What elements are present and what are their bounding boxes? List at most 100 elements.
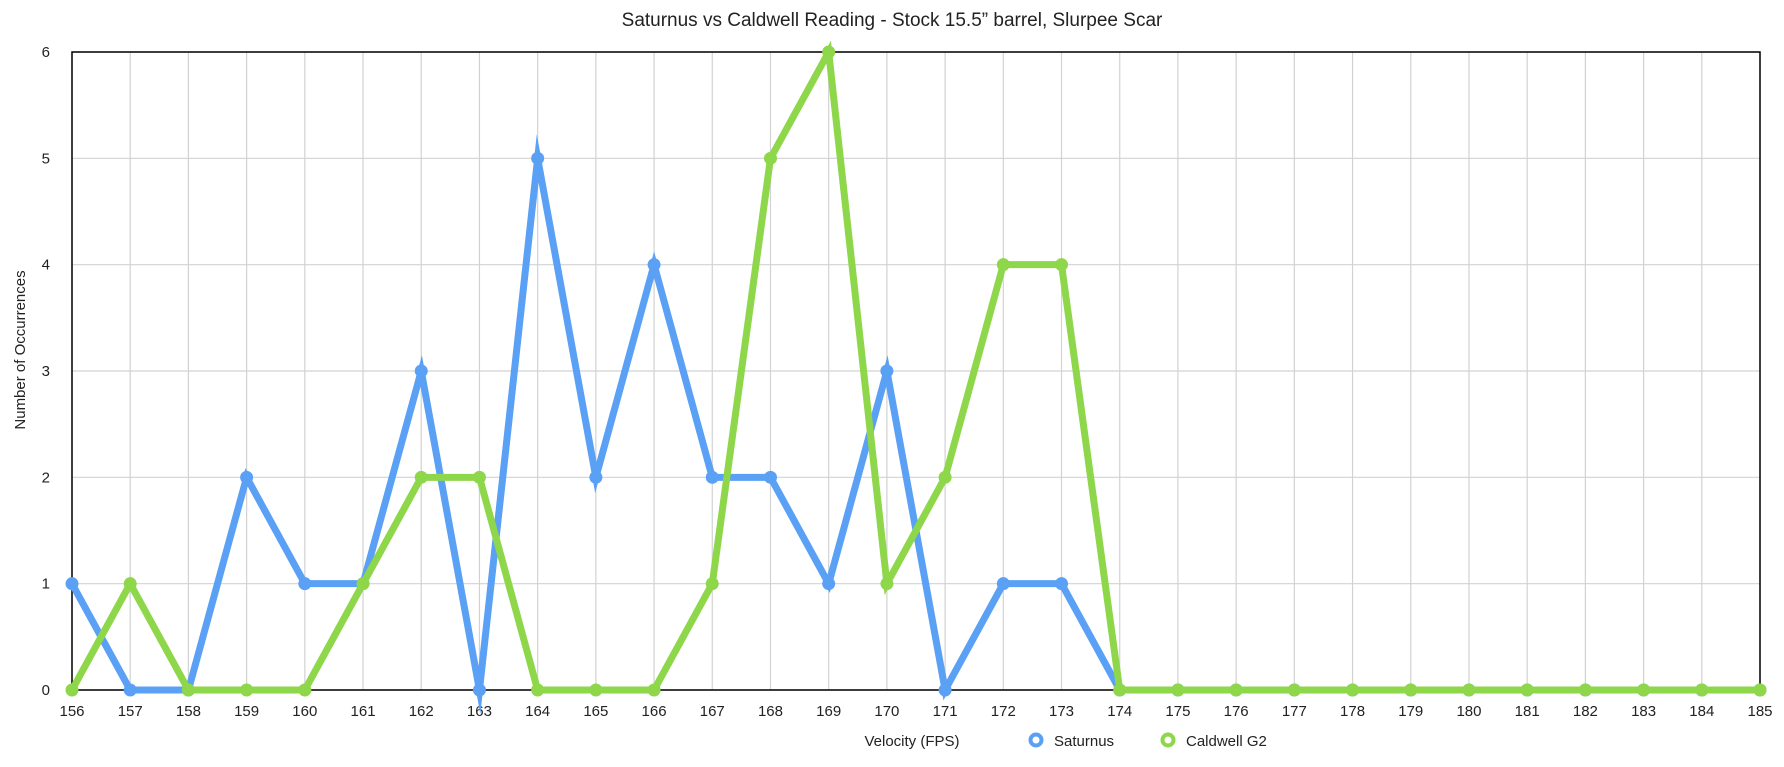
series-saturnus	[65, 134, 1767, 715]
legend-item-saturnus: Saturnus	[1028, 732, 1114, 750]
x-tick-label: 162	[409, 703, 434, 720]
x-tick-label: 175	[1165, 703, 1190, 720]
data-point-caldwell	[1055, 258, 1069, 272]
data-point-saturnus	[123, 683, 137, 697]
data-point-saturnus	[880, 364, 894, 378]
x-tick-label: 156	[59, 703, 84, 720]
y-tick-label: 4	[42, 257, 50, 274]
data-point-saturnus	[414, 364, 428, 378]
data-point-caldwell	[647, 683, 661, 697]
y-tick-label: 0	[42, 682, 50, 699]
x-tick-label: 166	[642, 703, 667, 720]
data-point-saturnus	[531, 151, 545, 165]
legend-label-saturnus: Saturnus	[1054, 733, 1114, 750]
x-axis-label: Velocity (FPS)	[864, 733, 959, 750]
y-tick-label: 6	[42, 44, 50, 61]
plot-frame	[71, 51, 1761, 691]
x-tick-label: 176	[1224, 703, 1249, 720]
data-point-caldwell	[298, 683, 312, 697]
data-point-caldwell	[1171, 683, 1185, 697]
grid	[71, 51, 1761, 691]
data-point-caldwell	[240, 683, 254, 697]
x-tick-label: 172	[991, 703, 1016, 720]
legend: Saturnus Caldwell G2	[1028, 732, 1267, 750]
x-tick-label: 168	[758, 703, 783, 720]
y-tick-label: 5	[42, 150, 50, 167]
data-point-caldwell	[1637, 683, 1651, 697]
legend-marker-caldwell	[1160, 732, 1176, 748]
data-point-caldwell	[822, 45, 836, 59]
x-tick-label: 171	[933, 703, 958, 720]
x-tick-label: 164	[525, 703, 550, 720]
data-point-caldwell	[1113, 683, 1127, 697]
data-point-saturnus	[298, 577, 312, 591]
x-tick-label: 179	[1398, 703, 1423, 720]
data-point-caldwell	[1346, 683, 1360, 697]
x-axis: 156 157 158 159 160 161 162 163 164 165 166 167 168 1…	[59, 703, 1772, 720]
data-point-caldwell	[181, 683, 195, 697]
data-point-caldwell	[705, 577, 719, 591]
data-point-caldwell	[1462, 683, 1476, 697]
x-tick-label: 177	[1282, 703, 1307, 720]
data-point-caldwell	[589, 683, 603, 697]
data-point-caldwell	[414, 470, 428, 484]
data-point-saturnus	[763, 470, 777, 484]
x-tick-label: 180	[1456, 703, 1481, 720]
data-point-saturnus	[240, 470, 254, 484]
data-point-caldwell	[1287, 683, 1301, 697]
x-tick-label: 158	[176, 703, 201, 720]
data-point-saturnus	[1055, 577, 1069, 591]
data-point-caldwell	[65, 683, 79, 697]
series-caldwell	[65, 40, 1767, 697]
x-tick-label: 183	[1631, 703, 1656, 720]
data-point-saturnus	[938, 683, 952, 697]
data-point-saturnus	[472, 683, 486, 697]
data-point-caldwell	[1229, 683, 1243, 697]
data-point-caldwell	[996, 258, 1010, 272]
data-point-caldwell	[1695, 683, 1709, 697]
x-tick-label: 173	[1049, 703, 1074, 720]
x-tick-label: 157	[118, 703, 143, 720]
y-tick-label: 3	[42, 363, 50, 380]
y-tick-label: 1	[42, 576, 50, 593]
y-axis-label: Number of Occurrences	[12, 270, 29, 429]
series-line-caldwell	[68, 40, 1764, 694]
data-point-caldwell	[472, 470, 486, 484]
data-point-caldwell	[938, 470, 952, 484]
x-tick-label: 178	[1340, 703, 1365, 720]
data-point-caldwell	[1753, 683, 1767, 697]
legend-marker-saturnus	[1028, 732, 1044, 748]
data-point-caldwell	[1404, 683, 1418, 697]
x-tick-label: 170	[874, 703, 899, 720]
data-point-caldwell	[531, 683, 545, 697]
x-tick-label: 174	[1107, 703, 1132, 720]
data-point-saturnus	[647, 258, 661, 272]
x-tick-label: 159	[234, 703, 259, 720]
x-tick-label: 184	[1689, 703, 1714, 720]
data-point-caldwell	[123, 577, 137, 591]
legend-label-caldwell: Caldwell G2	[1186, 733, 1267, 750]
series-line-saturnus	[68, 134, 1764, 715]
data-point-saturnus	[65, 577, 79, 591]
legend-item-caldwell: Caldwell G2	[1160, 732, 1267, 750]
x-tick-label: 160	[292, 703, 317, 720]
y-tick-label: 2	[42, 469, 50, 486]
x-tick-label: 185	[1747, 703, 1772, 720]
data-point-caldwell	[763, 151, 777, 165]
y-axis: 0 1 2 3 4 5 6	[42, 44, 50, 699]
x-tick-label: 161	[351, 703, 376, 720]
x-tick-label: 167	[700, 703, 725, 720]
data-point-saturnus	[589, 470, 603, 484]
x-tick-label: 169	[816, 703, 841, 720]
data-point-saturnus	[705, 470, 719, 484]
data-point-caldwell	[880, 577, 894, 591]
data-point-caldwell	[1578, 683, 1592, 697]
data-point-saturnus	[822, 577, 836, 591]
data-point-caldwell	[1520, 683, 1534, 697]
x-tick-label: 181	[1515, 703, 1540, 720]
x-tick-label: 165	[583, 703, 608, 720]
x-tick-label: 163	[467, 703, 492, 720]
chart-title: Saturnus vs Caldwell Reading - Stock 15.…	[622, 10, 1163, 31]
data-point-saturnus	[996, 577, 1010, 591]
